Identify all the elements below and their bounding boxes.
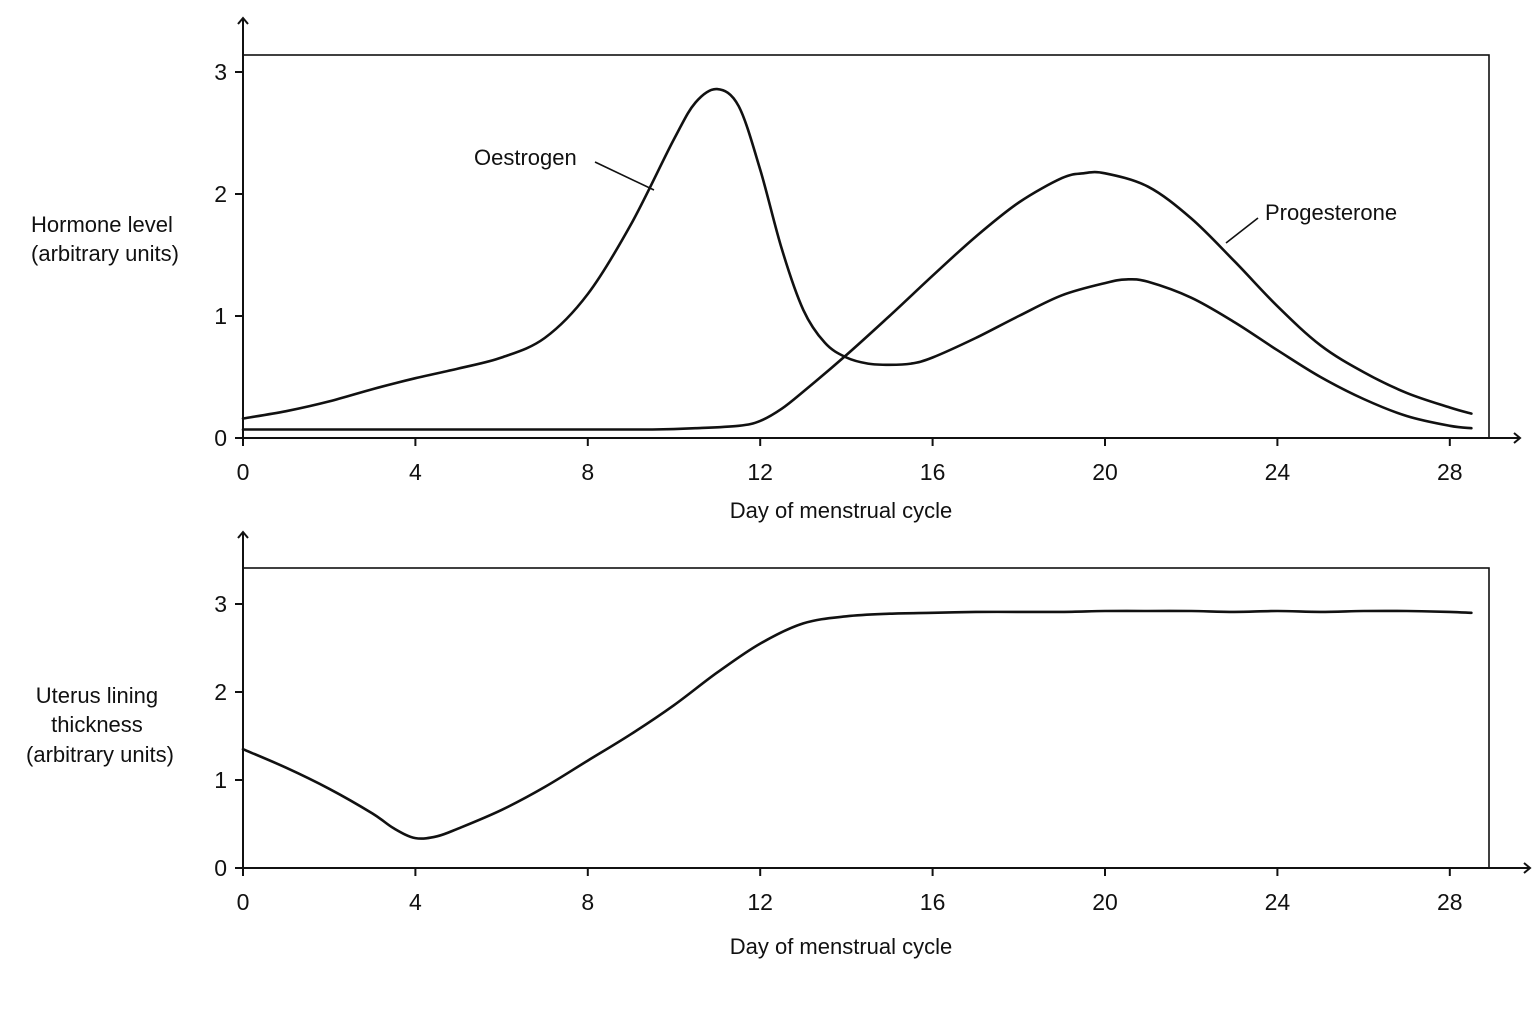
hormone-chart-frame: [242, 54, 1490, 439]
uterus-y-axis-title-line-3: (arbitrary units): [26, 742, 174, 767]
progesterone-curve: [241, 170, 1473, 431]
x-tick-label: 28: [1437, 889, 1463, 915]
x-tick-label: 24: [1265, 889, 1291, 915]
x-tick-label: 20: [1092, 459, 1118, 485]
uterus-lining-curve: [241, 609, 1473, 840]
x-tick-label: 0: [237, 889, 250, 915]
y-tick-label: 3: [214, 591, 227, 617]
x-tick-label: 0: [237, 459, 250, 485]
x-tick-label: 28: [1437, 459, 1463, 485]
hormone-y-axis-title-line-2: (arbitrary units): [31, 241, 179, 266]
uterus-y-axis-title-line-1: Uterus lining: [36, 683, 158, 708]
progesterone-leader-line: [1225, 217, 1259, 244]
uterus-y-axis-title-line-2: thickness: [51, 712, 143, 737]
y-tick-label: 2: [214, 181, 227, 207]
x-tick-label: 24: [1265, 459, 1291, 485]
hormone-y-axis-title: Hormone level (arbitrary units): [31, 212, 179, 266]
oestrogen-label: Oestrogen: [474, 145, 577, 170]
hormone-x-axis-title: Day of menstrual cycle: [730, 498, 953, 523]
x-tick-label: 8: [581, 889, 594, 915]
uterus-y-axis-title: Uterus lining thickness (arbitrary units…: [26, 683, 174, 767]
y-tick-label: 0: [214, 425, 227, 451]
y-tick-label: 1: [214, 303, 227, 329]
oestrogen-curve: [241, 87, 1473, 430]
x-tick-label: 16: [920, 889, 946, 915]
y-tick-label: 0: [214, 855, 227, 881]
y-tick-label: 3: [214, 59, 227, 85]
y-tick-label: 2: [214, 679, 227, 705]
x-tick-label: 12: [747, 889, 773, 915]
uterus-chart-frame: [242, 567, 1490, 869]
x-tick-label: 8: [581, 459, 594, 485]
y-tick-label: 1: [214, 767, 227, 793]
oestrogen-leader-line: [594, 161, 655, 191]
progesterone-label: Progesterone: [1265, 200, 1397, 225]
x-tick-label: 20: [1092, 889, 1118, 915]
uterus-x-axis-title: Day of menstrual cycle: [730, 934, 953, 959]
x-tick-label: 12: [747, 459, 773, 485]
hormone-y-axis-title-line-1: Hormone level: [31, 212, 173, 237]
x-tick-label: 4: [409, 459, 422, 485]
x-tick-label: 4: [409, 889, 422, 915]
x-tick-label: 16: [920, 459, 946, 485]
